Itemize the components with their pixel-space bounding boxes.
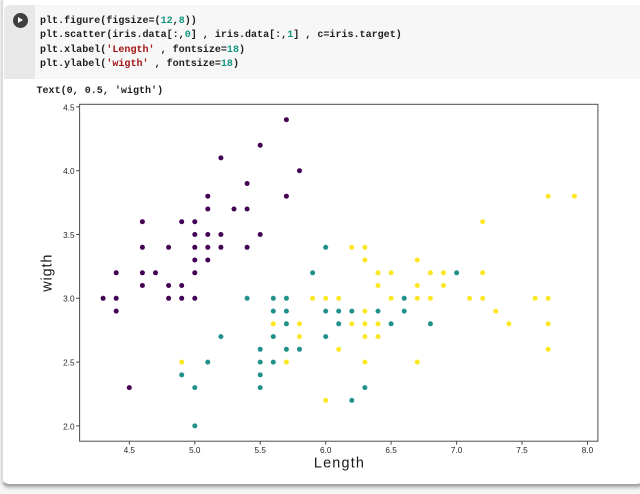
svg-text:7.0: 7.0	[451, 446, 463, 455]
svg-text:5.5: 5.5	[255, 446, 267, 455]
svg-text:2.0: 2.0	[63, 422, 75, 431]
svg-text:4.5: 4.5	[124, 446, 136, 455]
svg-text:4.5: 4.5	[63, 103, 75, 112]
svg-text:4.0: 4.0	[63, 167, 75, 176]
svg-text:2.5: 2.5	[63, 359, 75, 368]
svg-text:5.0: 5.0	[189, 446, 201, 455]
svg-text:3.5: 3.5	[63, 231, 75, 240]
svg-text:6.0: 6.0	[320, 446, 332, 455]
svg-text:wigth: wigth	[40, 254, 56, 293]
svg-text:6.5: 6.5	[385, 446, 397, 455]
svg-text:7.5: 7.5	[516, 446, 528, 455]
svg-text:8.0: 8.0	[582, 446, 594, 455]
svg-text:3.0: 3.0	[63, 295, 75, 304]
svg-text:Length: Length	[314, 456, 365, 472]
